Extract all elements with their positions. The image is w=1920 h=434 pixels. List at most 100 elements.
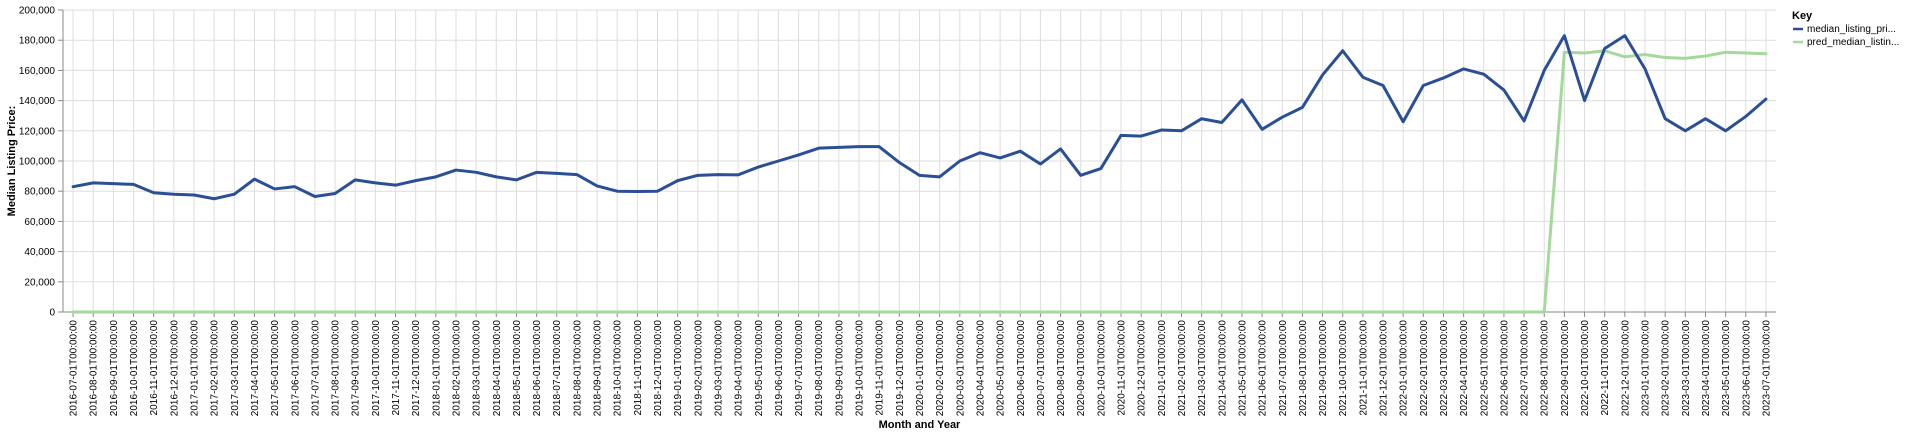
y-tick-label: 60,000 <box>24 217 55 228</box>
y-axis-title: Median Listing Price: <box>6 106 18 217</box>
x-tick-label: 2018-12-01T00:00:00 <box>653 320 664 417</box>
x-tick-label: 2022-07-01T00:00:00 <box>1520 320 1531 417</box>
x-tick-label: 2021-07-01T00:00:00 <box>1278 320 1289 417</box>
x-tick-label: 2021-03-01T00:00:00 <box>1197 320 1208 417</box>
x-tick-label: 2016-08-01T00:00:00 <box>89 320 100 417</box>
x-tick-label: 2022-05-01T00:00:00 <box>1479 320 1490 417</box>
legend: Key median_listing_pri... pred_median_lis… <box>1792 10 1899 48</box>
y-tick-label: 100,000 <box>19 157 56 168</box>
x-tick-label: 2019-01-01T00:00:00 <box>673 320 684 417</box>
x-tick-label: 2018-08-01T00:00:00 <box>572 320 583 417</box>
x-tick-label: 2018-04-01T00:00:00 <box>492 320 503 417</box>
series-lines <box>71 34 1768 314</box>
x-tick-label: 2020-05-01T00:00:00 <box>996 320 1007 417</box>
x-tick-label: 2017-09-01T00:00:00 <box>351 320 362 417</box>
x-tick-label: 2019-03-01T00:00:00 <box>713 320 724 417</box>
x-tick-label: 2022-09-01T00:00:00 <box>1560 320 1571 417</box>
x-tick-label: 2017-03-01T00:00:00 <box>230 320 241 417</box>
x-tick-label: 2021-05-01T00:00:00 <box>1237 320 1248 417</box>
x-tick-label: 2022-03-01T00:00:00 <box>1439 320 1450 417</box>
x-tick-label: 2017-10-01T00:00:00 <box>371 320 382 417</box>
x-tick-label: 2017-08-01T00:00:00 <box>331 320 342 417</box>
x-tick-label: 2018-11-01T00:00:00 <box>633 320 644 416</box>
x-tick-label: 2022-11-01T00:00:00 <box>1600 320 1611 416</box>
x-tick-label: 2019-08-01T00:00:00 <box>814 320 825 417</box>
x-tick-label: 2017-05-01T00:00:00 <box>270 320 281 417</box>
x-tick-label: 2019-10-01T00:00:00 <box>855 320 866 417</box>
x-tick-label: 2020-08-01T00:00:00 <box>1056 320 1067 417</box>
x-tick-label: 2019-12-01T00:00:00 <box>895 320 906 417</box>
x-tick-label: 2023-06-01T00:00:00 <box>1741 320 1752 417</box>
x-tick-label: 2020-07-01T00:00:00 <box>1036 320 1047 417</box>
x-tick-label: 2017-06-01T00:00:00 <box>290 320 301 417</box>
legend-label: median_listing_pri... <box>1807 24 1896 35</box>
x-tick-label: 2023-04-01T00:00:00 <box>1701 320 1712 417</box>
x-tick-label: 2023-07-01T00:00:00 <box>1761 320 1772 417</box>
x-tick-label: 2022-04-01T00:00:00 <box>1459 320 1470 417</box>
legend-label: pred_median_listin... <box>1807 37 1899 48</box>
y-tick-label: 120,000 <box>19 126 56 137</box>
x-tick-label: 2016-11-01T00:00:00 <box>149 320 160 416</box>
x-tick-label: 2018-05-01T00:00:00 <box>512 320 523 417</box>
legend-title: Key <box>1792 10 1813 22</box>
x-tick-label: 2021-09-01T00:00:00 <box>1318 320 1329 417</box>
x-tick-label: 2018-03-01T00:00:00 <box>472 320 483 417</box>
x-tick-label: 2017-04-01T00:00:00 <box>250 320 261 417</box>
x-tick-label: 2020-02-01T00:00:00 <box>935 320 946 417</box>
y-tick-label: 160,000 <box>19 66 56 77</box>
x-tick-label: 2020-09-01T00:00:00 <box>1076 320 1087 417</box>
x-tick-label: 2019-09-01T00:00:00 <box>834 320 845 417</box>
x-tick-label: 2021-10-01T00:00:00 <box>1338 320 1349 417</box>
y-axis: 0 20,000 40,000 60,000 80,000 100,000 120,000 1… <box>19 6 63 319</box>
x-axis-title: Month and Year <box>879 419 961 431</box>
x-tick-label: 2019-07-01T00:00:00 <box>794 320 805 417</box>
series-line-0 <box>71 34 1768 201</box>
x-tick-label: 2023-01-01T00:00:00 <box>1641 320 1652 417</box>
y-tick-label: 0 <box>49 308 55 319</box>
y-tick-label: 80,000 <box>24 187 55 198</box>
x-tick-label: 2020-04-01T00:00:00 <box>975 320 986 417</box>
x-tick-label: 2020-06-01T00:00:00 <box>1016 320 1027 417</box>
x-axis: 2016-07-01T00:00:00 2016-08-01T00:00:00 20… <box>69 312 1772 417</box>
x-tick-label: 2022-08-01T00:00:00 <box>1540 320 1551 417</box>
x-tick-label: 2018-02-01T00:00:00 <box>451 320 462 417</box>
x-tick-label: 2017-12-01T00:00:00 <box>411 320 422 417</box>
x-tick-label: 2022-10-01T00:00:00 <box>1580 320 1591 417</box>
x-tick-label: 2019-02-01T00:00:00 <box>693 320 704 417</box>
x-tick-label: 2022-12-01T00:00:00 <box>1620 320 1631 417</box>
x-tick-label: 2023-05-01T00:00:00 <box>1721 320 1732 417</box>
x-tick-label: 2018-07-01T00:00:00 <box>552 320 563 417</box>
x-tick-label: 2021-08-01T00:00:00 <box>1298 320 1309 417</box>
x-tick-label: 2017-11-01T00:00:00 <box>391 320 402 416</box>
x-tick-label: 2017-01-01T00:00:00 <box>189 320 200 417</box>
x-tick-label: 2021-02-01T00:00:00 <box>1177 320 1188 417</box>
x-tick-label: 2016-12-01T00:00:00 <box>169 320 180 417</box>
x-tick-label: 2023-02-01T00:00:00 <box>1661 320 1672 417</box>
y-tick-label: 40,000 <box>24 247 55 258</box>
x-tick-label: 2020-10-01T00:00:00 <box>1096 320 1107 417</box>
x-tick-label: 2021-12-01T00:00:00 <box>1379 320 1390 417</box>
x-tick-label: 2019-04-01T00:00:00 <box>734 320 745 417</box>
gridlines <box>63 9 1776 313</box>
x-tick-label: 2020-12-01T00:00:00 <box>1137 320 1148 417</box>
x-tick-label: 2021-06-01T00:00:00 <box>1258 320 1269 417</box>
y-tick-label: 180,000 <box>19 36 56 47</box>
x-tick-label: 2020-03-01T00:00:00 <box>955 320 966 417</box>
x-tick-label: 2018-01-01T00:00:00 <box>431 320 442 417</box>
y-tick-label: 140,000 <box>19 96 56 107</box>
y-tick-label: 200,000 <box>19 6 56 17</box>
x-tick-label: 2021-01-01T00:00:00 <box>1157 320 1168 417</box>
x-tick-label: 2023-03-01T00:00:00 <box>1681 320 1692 417</box>
x-tick-label: 2019-11-01T00:00:00 <box>875 320 886 416</box>
x-tick-label: 2021-04-01T00:00:00 <box>1217 320 1228 417</box>
x-tick-label: 2017-07-01T00:00:00 <box>310 320 321 417</box>
x-tick-label: 2018-09-01T00:00:00 <box>593 320 604 417</box>
x-tick-label: 2018-06-01T00:00:00 <box>532 320 543 417</box>
x-tick-label: 2016-07-01T00:00:00 <box>69 320 80 417</box>
x-tick-label: 2022-02-01T00:00:00 <box>1419 320 1430 417</box>
x-tick-label: 2018-10-01T00:00:00 <box>613 320 624 417</box>
x-tick-label: 2022-06-01T00:00:00 <box>1499 320 1510 417</box>
x-tick-label: 2019-05-01T00:00:00 <box>754 320 765 417</box>
x-tick-label: 2021-11-01T00:00:00 <box>1358 320 1369 416</box>
x-tick-label: 2022-01-01T00:00:00 <box>1399 320 1410 417</box>
